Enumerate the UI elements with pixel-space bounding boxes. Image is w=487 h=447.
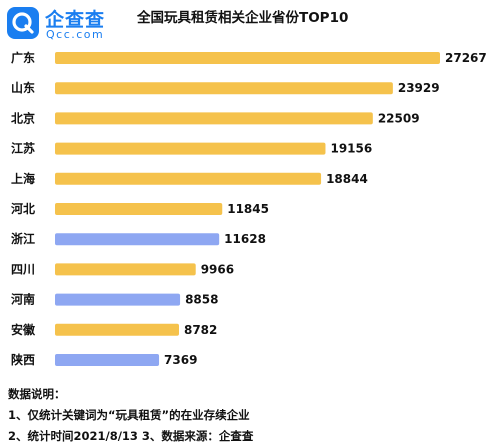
category-label: 山东 xyxy=(11,80,35,95)
bar xyxy=(55,142,326,155)
value-label: 8858 xyxy=(185,293,218,307)
category-label: 上海 xyxy=(11,171,35,186)
bar xyxy=(55,323,179,336)
category-label: 江苏 xyxy=(11,141,35,156)
value-label: 7369 xyxy=(164,353,197,367)
value-label: 9966 xyxy=(201,262,234,276)
bar xyxy=(55,354,160,366)
value-label: 8782 xyxy=(184,323,217,337)
bar xyxy=(55,82,393,95)
value-label: 22509 xyxy=(378,111,420,125)
bar xyxy=(55,263,196,276)
category-label: 陕西 xyxy=(11,352,35,367)
notes-line-2: 2、统计时间2021/8/13 3、数据来源：企查查 xyxy=(8,429,254,443)
category-label: 河南 xyxy=(10,292,35,307)
value-label: 11845 xyxy=(227,202,269,216)
value-label: 11628 xyxy=(224,232,266,246)
category-label: 浙江 xyxy=(11,231,35,246)
bar xyxy=(55,203,223,215)
category-label: 四川 xyxy=(11,262,35,276)
bar xyxy=(55,52,440,64)
bar xyxy=(55,233,220,246)
value-label: 19156 xyxy=(330,142,372,156)
notes-line-1: 1、仅统计关键词为“玩具租赁”的在业存续企业 xyxy=(8,408,250,422)
brand-logo: 企查查 Qcc.com xyxy=(6,4,126,42)
value-label: 27267 xyxy=(445,51,487,65)
bar xyxy=(55,172,322,185)
qcc-logo-icon xyxy=(7,7,39,39)
value-label: 23929 xyxy=(398,81,440,95)
value-label: 18844 xyxy=(326,172,368,186)
notes-heading: 数据说明： xyxy=(8,387,66,401)
brand-name: 企查查 xyxy=(45,9,106,31)
category-label: 安徽 xyxy=(11,322,36,337)
bar xyxy=(55,293,181,306)
category-label: 河北 xyxy=(10,201,35,216)
category-label: 北京 xyxy=(11,110,35,125)
bar-chart: 广东 27267 山东 23929 北京 22509 江苏 19156 上海 18844 河北 118… xyxy=(10,50,487,367)
data-notes: 数据说明： 1、仅统计关键词为“玩具租赁”的在业存续企业 2、统计时间2021/… xyxy=(8,384,253,447)
bar xyxy=(55,112,373,125)
brand-domain: Qcc.com xyxy=(46,28,105,41)
chart-title: 全国玩具租赁相关企业省份TOP10 xyxy=(137,10,349,26)
category-label: 广东 xyxy=(11,50,35,65)
